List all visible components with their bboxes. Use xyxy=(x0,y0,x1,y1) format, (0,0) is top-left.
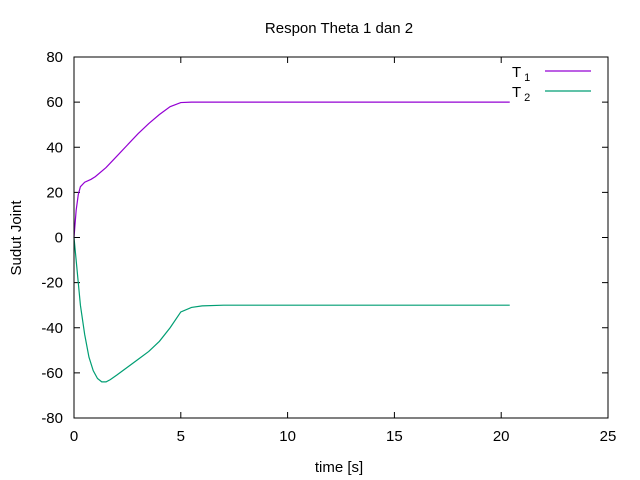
y-tick-label: -60 xyxy=(41,365,63,382)
legend-subscript: 2 xyxy=(524,92,530,104)
axis-ticks: 0 5 10 15 20 25 -80 -60 -40 -20 0 20 40 60 80 xyxy=(41,49,616,445)
y-tick-label: -20 xyxy=(41,275,63,292)
plot-frame xyxy=(73,56,609,419)
series-line-1 xyxy=(73,101,510,238)
y-tick-label: -40 xyxy=(41,320,63,337)
x-tick-label: 20 xyxy=(493,428,510,445)
x-tick-label: 10 xyxy=(279,428,296,445)
series-layer xyxy=(73,101,510,383)
y-tick-label: 60 xyxy=(46,94,63,111)
y-tick-label: 20 xyxy=(46,184,63,201)
chart-title: Respon Theta 1 dan 2 xyxy=(265,20,413,37)
x-tick-label: 5 xyxy=(177,428,185,445)
y-tick-label: 40 xyxy=(46,139,63,156)
legend-subscript: 1 xyxy=(524,72,530,84)
series-line-2 xyxy=(73,237,510,383)
y-axis-label: Sudut Joint xyxy=(8,200,25,276)
x-axis-label: time [s] xyxy=(315,459,363,476)
x-tick-label: 0 xyxy=(70,428,78,445)
x-tick-label: 25 xyxy=(600,428,617,445)
legend: T 1T 2 xyxy=(512,64,591,104)
y-tick-label: -80 xyxy=(41,410,63,427)
y-tick-label: 80 xyxy=(46,49,63,66)
y-tick-label: 0 xyxy=(55,230,63,247)
x-tick-label: 15 xyxy=(386,428,403,445)
